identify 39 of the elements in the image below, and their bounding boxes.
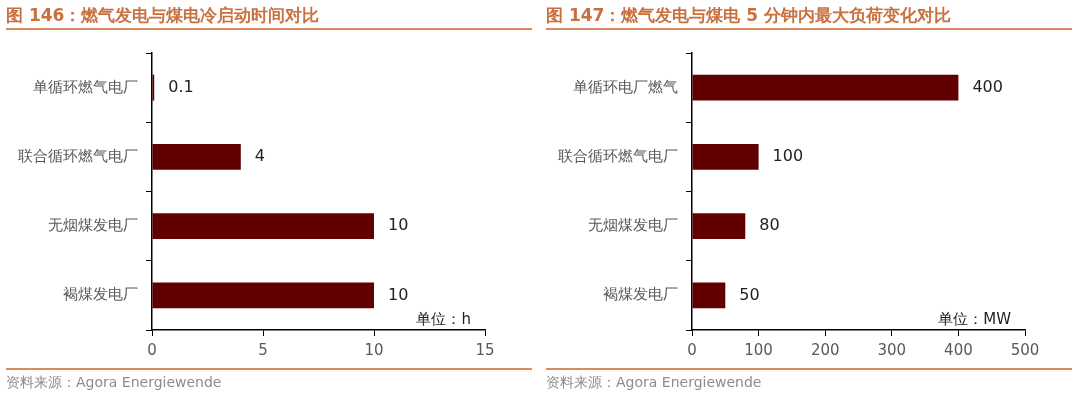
bar (692, 143, 759, 170)
x-tick-label: 400 (944, 340, 973, 359)
data-label: 4 (254, 146, 265, 166)
y-tick-label: 褐煤发电厂 (603, 285, 678, 304)
data-label: 10 (388, 284, 409, 304)
y-tick-label: 联合循环燃气电厂 (558, 146, 678, 165)
bar (692, 74, 959, 101)
data-label: 80 (759, 215, 780, 235)
bar (692, 282, 726, 309)
text: 资料来源：Agora Energiewende (546, 374, 762, 392)
bar (152, 282, 374, 309)
annotation: 单位：MW (938, 310, 1012, 329)
x-tick-label: 100 (744, 340, 773, 359)
x-tick-label: 0 (147, 340, 157, 359)
data-label: 0.1 (168, 76, 194, 96)
y-tick-label: 无烟煤发电厂 (48, 216, 138, 235)
y-tick-label: 褐煤发电厂 (63, 285, 138, 304)
data-label: 100 (772, 146, 804, 166)
bar (692, 213, 746, 240)
x-tick-label: 10 (364, 340, 384, 359)
bar (152, 213, 374, 240)
y-tick-label: 无烟煤发电厂 (588, 216, 678, 235)
x-tick-label: 300 (877, 340, 907, 359)
x-tick-label: 500 (1010, 340, 1040, 359)
x-tick-label: 5 (258, 340, 268, 359)
text: 资料来源：Agora Energiewende (6, 374, 222, 392)
data-label: 400 (972, 76, 1003, 96)
y-tick-label: 联合循环燃气电厂 (18, 146, 138, 165)
x-tick-label: 0 (687, 340, 697, 359)
y-tick-label: 单循环燃气电厂 (33, 77, 138, 96)
data-label: 50 (739, 284, 760, 304)
x-tick-label: 15 (475, 340, 495, 359)
chart-title: 图 147：燃气发电与煤电 5 分钟内最大负荷变化对比 (546, 4, 952, 27)
chart-title: 图 146：燃气发电与煤电冷启动时间对比 (6, 4, 320, 27)
y-tick-label: 单循环电厂燃气 (573, 77, 678, 96)
x-tick-label: 200 (810, 340, 840, 359)
annotation: 单位：h (416, 310, 471, 329)
bar (152, 143, 241, 170)
data-label: 10 (388, 215, 409, 235)
